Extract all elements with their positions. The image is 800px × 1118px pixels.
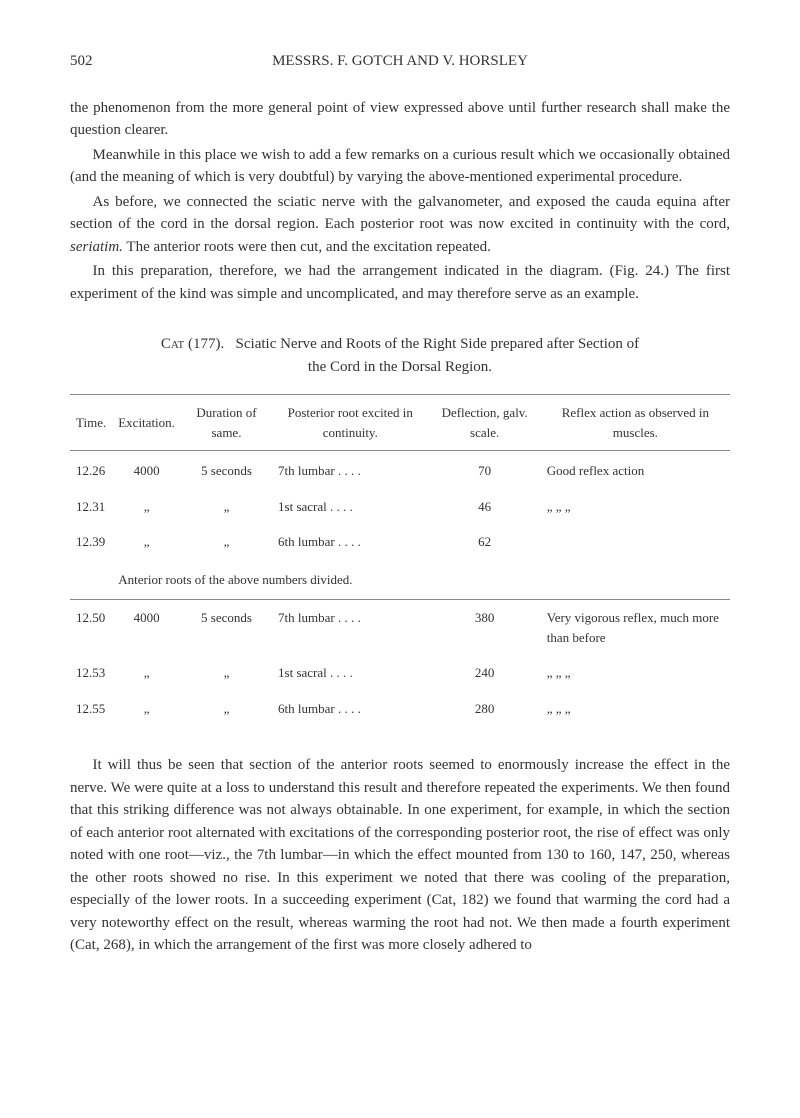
cell-dur: „ bbox=[181, 655, 272, 691]
table-row: 12.39 „ „ 6th lumbar . . . . 62 bbox=[70, 524, 730, 560]
cell-time: 12.39 bbox=[70, 524, 112, 560]
cell-exc: 4000 bbox=[112, 600, 181, 656]
cell-root: 6th lumbar . . . . bbox=[272, 524, 429, 560]
cell-dur: 5 seconds bbox=[181, 451, 272, 489]
cell-defl: 70 bbox=[429, 451, 541, 489]
cell-defl: 380 bbox=[429, 600, 541, 656]
cell-reflex: „ „ „ bbox=[541, 691, 730, 727]
table-caption: Cat (177). Sciatic Nerve and Roots of th… bbox=[70, 333, 730, 378]
cell-dur: „ bbox=[181, 524, 272, 560]
cell-time bbox=[70, 560, 112, 600]
paragraph-1: the phenomenon from the more general poi… bbox=[70, 97, 730, 142]
cell-dur: „ bbox=[181, 691, 272, 727]
body-text: the phenomenon from the more general poi… bbox=[70, 97, 730, 306]
table-span-row: Anterior roots of the above numbers divi… bbox=[70, 560, 730, 600]
cell-defl: 280 bbox=[429, 691, 541, 727]
cell-root: 7th lumbar . . . . bbox=[272, 451, 429, 489]
bottom-text: It will thus be seen that section of the… bbox=[70, 754, 730, 957]
cell-defl: 62 bbox=[429, 524, 541, 560]
paragraph-3b: The anterior roots were then cut, and th… bbox=[123, 239, 491, 255]
caption-text1: Sciatic Nerve and Roots of the Right Sid… bbox=[236, 336, 640, 352]
cell-exc: „ bbox=[112, 655, 181, 691]
col-excitation: Excitation. bbox=[112, 395, 181, 451]
cell-time: 12.50 bbox=[70, 600, 112, 656]
cell-root: 1st sacral . . . . bbox=[272, 655, 429, 691]
cell-exc: „ bbox=[112, 524, 181, 560]
caption-label: Cat (177). bbox=[161, 336, 224, 352]
experiment-table: Time. Excitation. Duration of same. Post… bbox=[70, 394, 730, 726]
cell-root: 1st sacral . . . . bbox=[272, 489, 429, 525]
cell-time: 12.53 bbox=[70, 655, 112, 691]
span-text: Anterior roots of the above numbers divi… bbox=[112, 560, 730, 600]
cell-defl: 46 bbox=[429, 489, 541, 525]
italic-seriatim: seriatim. bbox=[70, 239, 123, 255]
table-row: 12.55 „ „ 6th lumbar . . . . 280 „ „ „ bbox=[70, 691, 730, 727]
page-header: 502 MESSRS. F. GOTCH AND V. HORSLEY 502 bbox=[70, 50, 730, 73]
col-time: Time. bbox=[70, 395, 112, 451]
cell-exc: „ bbox=[112, 691, 181, 727]
paragraph-5: It will thus be seen that section of the… bbox=[70, 754, 730, 957]
cell-reflex: „ „ „ bbox=[541, 489, 730, 525]
cell-time: 12.26 bbox=[70, 451, 112, 489]
running-title: MESSRS. F. GOTCH AND V. HORSLEY bbox=[272, 50, 528, 73]
cell-defl: 240 bbox=[429, 655, 541, 691]
table-row: 12.50 4000 5 seconds 7th lumbar . . . . … bbox=[70, 600, 730, 656]
cell-reflex bbox=[541, 524, 730, 560]
cell-root: 6th lumbar . . . . bbox=[272, 691, 429, 727]
table-row: 12.53 „ „ 1st sacral . . . . 240 „ „ „ bbox=[70, 655, 730, 691]
cell-reflex: Good reflex action bbox=[541, 451, 730, 489]
cell-dur: „ bbox=[181, 489, 272, 525]
col-deflection: Deflection, galv. scale. bbox=[429, 395, 541, 451]
cell-root: 7th lumbar . . . . bbox=[272, 600, 429, 656]
col-root: Posterior root excited in continuity. bbox=[272, 395, 429, 451]
cell-time: 12.55 bbox=[70, 691, 112, 727]
cell-reflex: „ „ „ bbox=[541, 655, 730, 691]
paragraph-3a: As before, we connected the sciatic nerv… bbox=[70, 194, 730, 233]
paragraph-3: As before, we connected the sciatic nerv… bbox=[70, 191, 730, 259]
cell-reflex: Very vigorous reflex, much more than bef… bbox=[541, 600, 730, 656]
paragraph-4: In this preparation, therefore, we had t… bbox=[70, 260, 730, 305]
table-row: 12.26 4000 5 seconds 7th lumbar . . . . … bbox=[70, 451, 730, 489]
cell-exc: 4000 bbox=[112, 451, 181, 489]
caption-text2: the Cord in the Dorsal Region. bbox=[70, 356, 730, 379]
col-reflex: Reflex action as observed in muscles. bbox=[541, 395, 730, 451]
page-number: 502 bbox=[70, 50, 93, 73]
table-header-row: Time. Excitation. Duration of same. Post… bbox=[70, 395, 730, 451]
cell-exc: „ bbox=[112, 489, 181, 525]
paragraph-2: Meanwhile in this place we wish to add a… bbox=[70, 144, 730, 189]
cell-time: 12.31 bbox=[70, 489, 112, 525]
cell-dur: 5 seconds bbox=[181, 600, 272, 656]
table-row: 12.31 „ „ 1st sacral . . . . 46 „ „ „ bbox=[70, 489, 730, 525]
col-duration: Duration of same. bbox=[181, 395, 272, 451]
